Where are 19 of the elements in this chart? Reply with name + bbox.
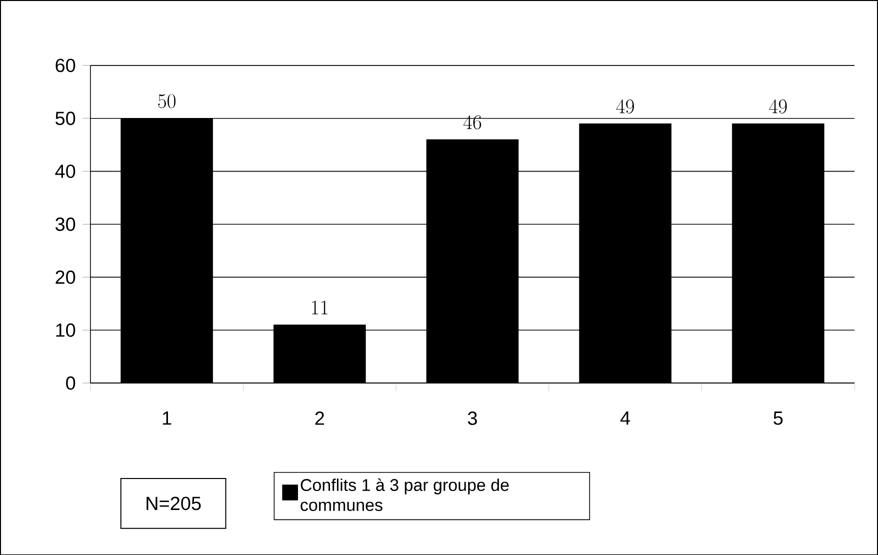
x-tick-label: 1 [162,411,172,424]
data-label: 50 [158,94,176,108]
data-label: 46 [463,115,482,130]
x-tick-label: 5 [774,411,783,425]
y-tick-label: 40 [55,164,76,178]
data-label: 11 [312,300,328,314]
y-tick-label: 30 [55,217,76,231]
y-tick-label: 60 [56,58,76,72]
text: N=205 [146,496,201,510]
y-tick-label: 50 [56,111,76,125]
data-label: 49 [769,99,787,114]
y-tick-label: 10 [56,323,76,337]
x-tick-label: 3 [468,411,477,425]
legend-label: Conflits 1 à 3 par groupe de communes [300,478,509,511]
x-tick-label: 4 [620,411,630,424]
y-tick-label: 20 [56,270,76,284]
data-label: 49 [616,99,634,114]
x-tick-label: 2 [315,411,324,425]
y-tick-label: 0 [66,376,76,390]
